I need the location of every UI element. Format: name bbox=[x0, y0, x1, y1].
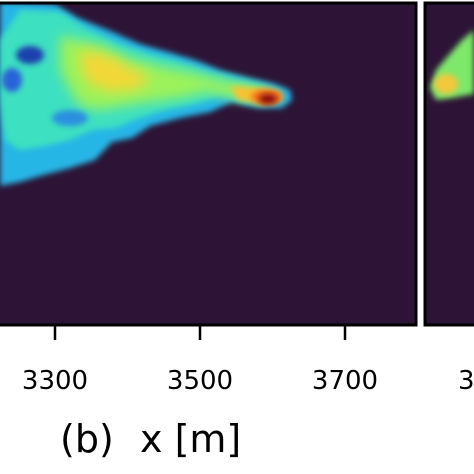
plume-hole-3 bbox=[52, 110, 88, 126]
plume-yellow bbox=[80, 50, 150, 92]
panel-frame-right bbox=[423, 1, 474, 327]
x-ticks: 3300 3500 3700 bbox=[22, 325, 378, 396]
heatmap-panel-right: 3 bbox=[423, 1, 474, 396]
panel-frame bbox=[0, 1, 418, 327]
x-tick-label-3300: 3300 bbox=[22, 366, 88, 396]
panel-label: (b) bbox=[60, 417, 114, 461]
plume-hole-1 bbox=[16, 46, 44, 64]
plume-red-core bbox=[259, 94, 277, 104]
heatmap-panel-b: 3300 3500 3700 (b) x [m] bbox=[0, 1, 418, 461]
x-tick-label-3700: 3700 bbox=[312, 366, 378, 396]
plume-green bbox=[60, 36, 272, 110]
x-tick-label-3500: 3500 bbox=[167, 366, 233, 396]
plume-hole-2 bbox=[2, 68, 22, 92]
plume-right-yellow bbox=[434, 74, 458, 94]
x-axis-label: x [m] bbox=[140, 417, 241, 461]
x-tick-label-partial: 3 bbox=[458, 366, 474, 396]
plume bbox=[0, 3, 292, 186]
